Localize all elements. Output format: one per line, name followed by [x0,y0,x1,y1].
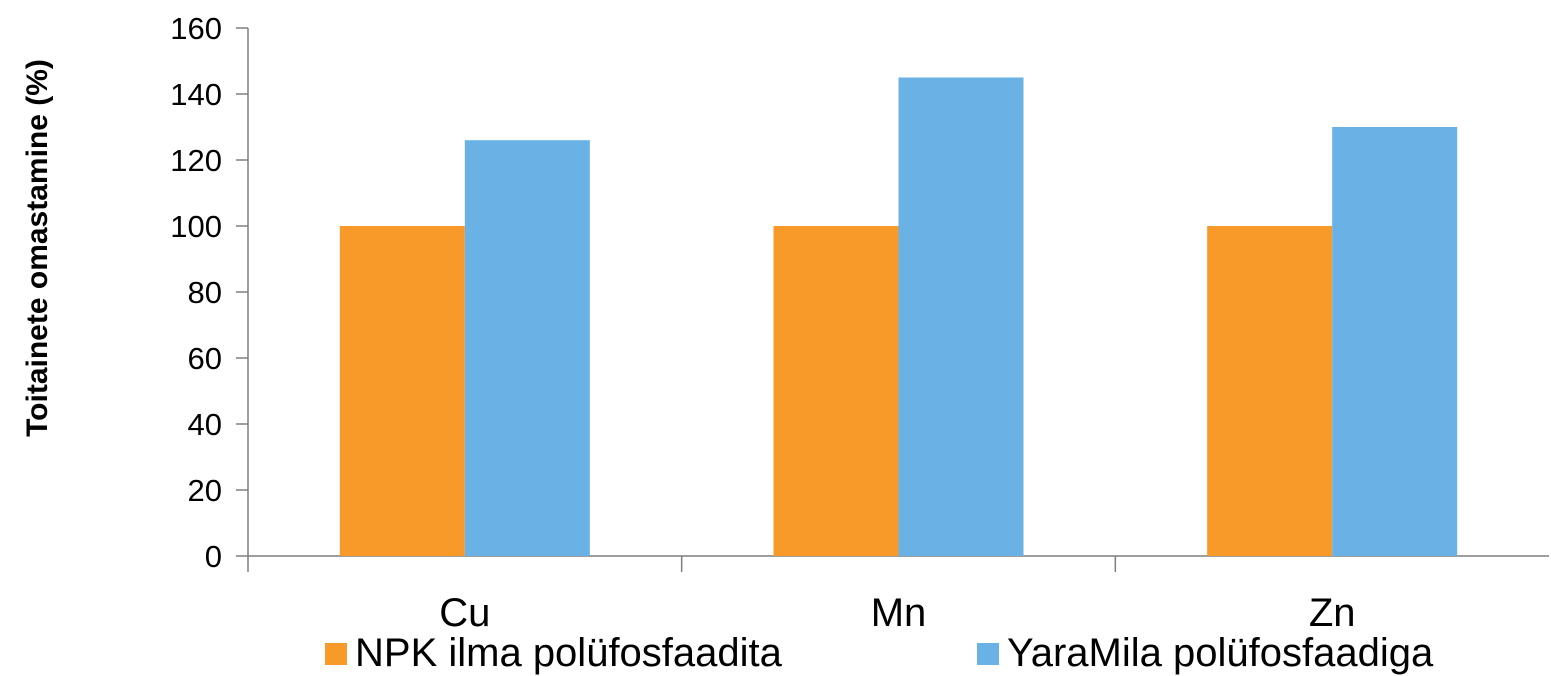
legend-swatch [977,643,999,665]
legend-label: NPK ilma polüfosfaadita [355,631,783,675]
y-tick-label: 160 [170,11,222,46]
x-category-label: Mn [871,591,927,635]
legend-label: YaraMila polüfosfaadiga [1007,631,1434,675]
legend: NPK ilma polüfosfaadita YaraMila polüfosf… [325,631,1434,675]
y-tick-label: 100 [170,209,222,244]
y-tick-label: 20 [188,473,222,508]
bar-mn-series-2 [898,77,1024,556]
legend-swatch [325,643,347,665]
bar-cu-series-1 [339,226,465,556]
axes: 0 20 40 60 80 100 120 140 160 Cu Mn Zn [170,11,1549,635]
bar-cu-series-2 [464,140,590,556]
y-tick-label: 0 [205,539,222,574]
y-tick-label: 140 [170,77,222,112]
y-tick-label: 120 [170,143,222,178]
x-category-label: Zn [1309,591,1356,635]
bar-zn-series-1 [1207,226,1333,556]
x-category-label: Cu [439,591,490,635]
y-tick-label: 80 [188,275,222,310]
bar-zn-series-2 [1332,127,1458,556]
bars [339,77,1458,556]
y-tick-label: 40 [188,407,222,442]
bar-mn-series-1 [773,226,899,556]
y-axis-label: Toitainete omastamine (%) [21,59,54,437]
y-tick-label: 60 [188,341,222,376]
